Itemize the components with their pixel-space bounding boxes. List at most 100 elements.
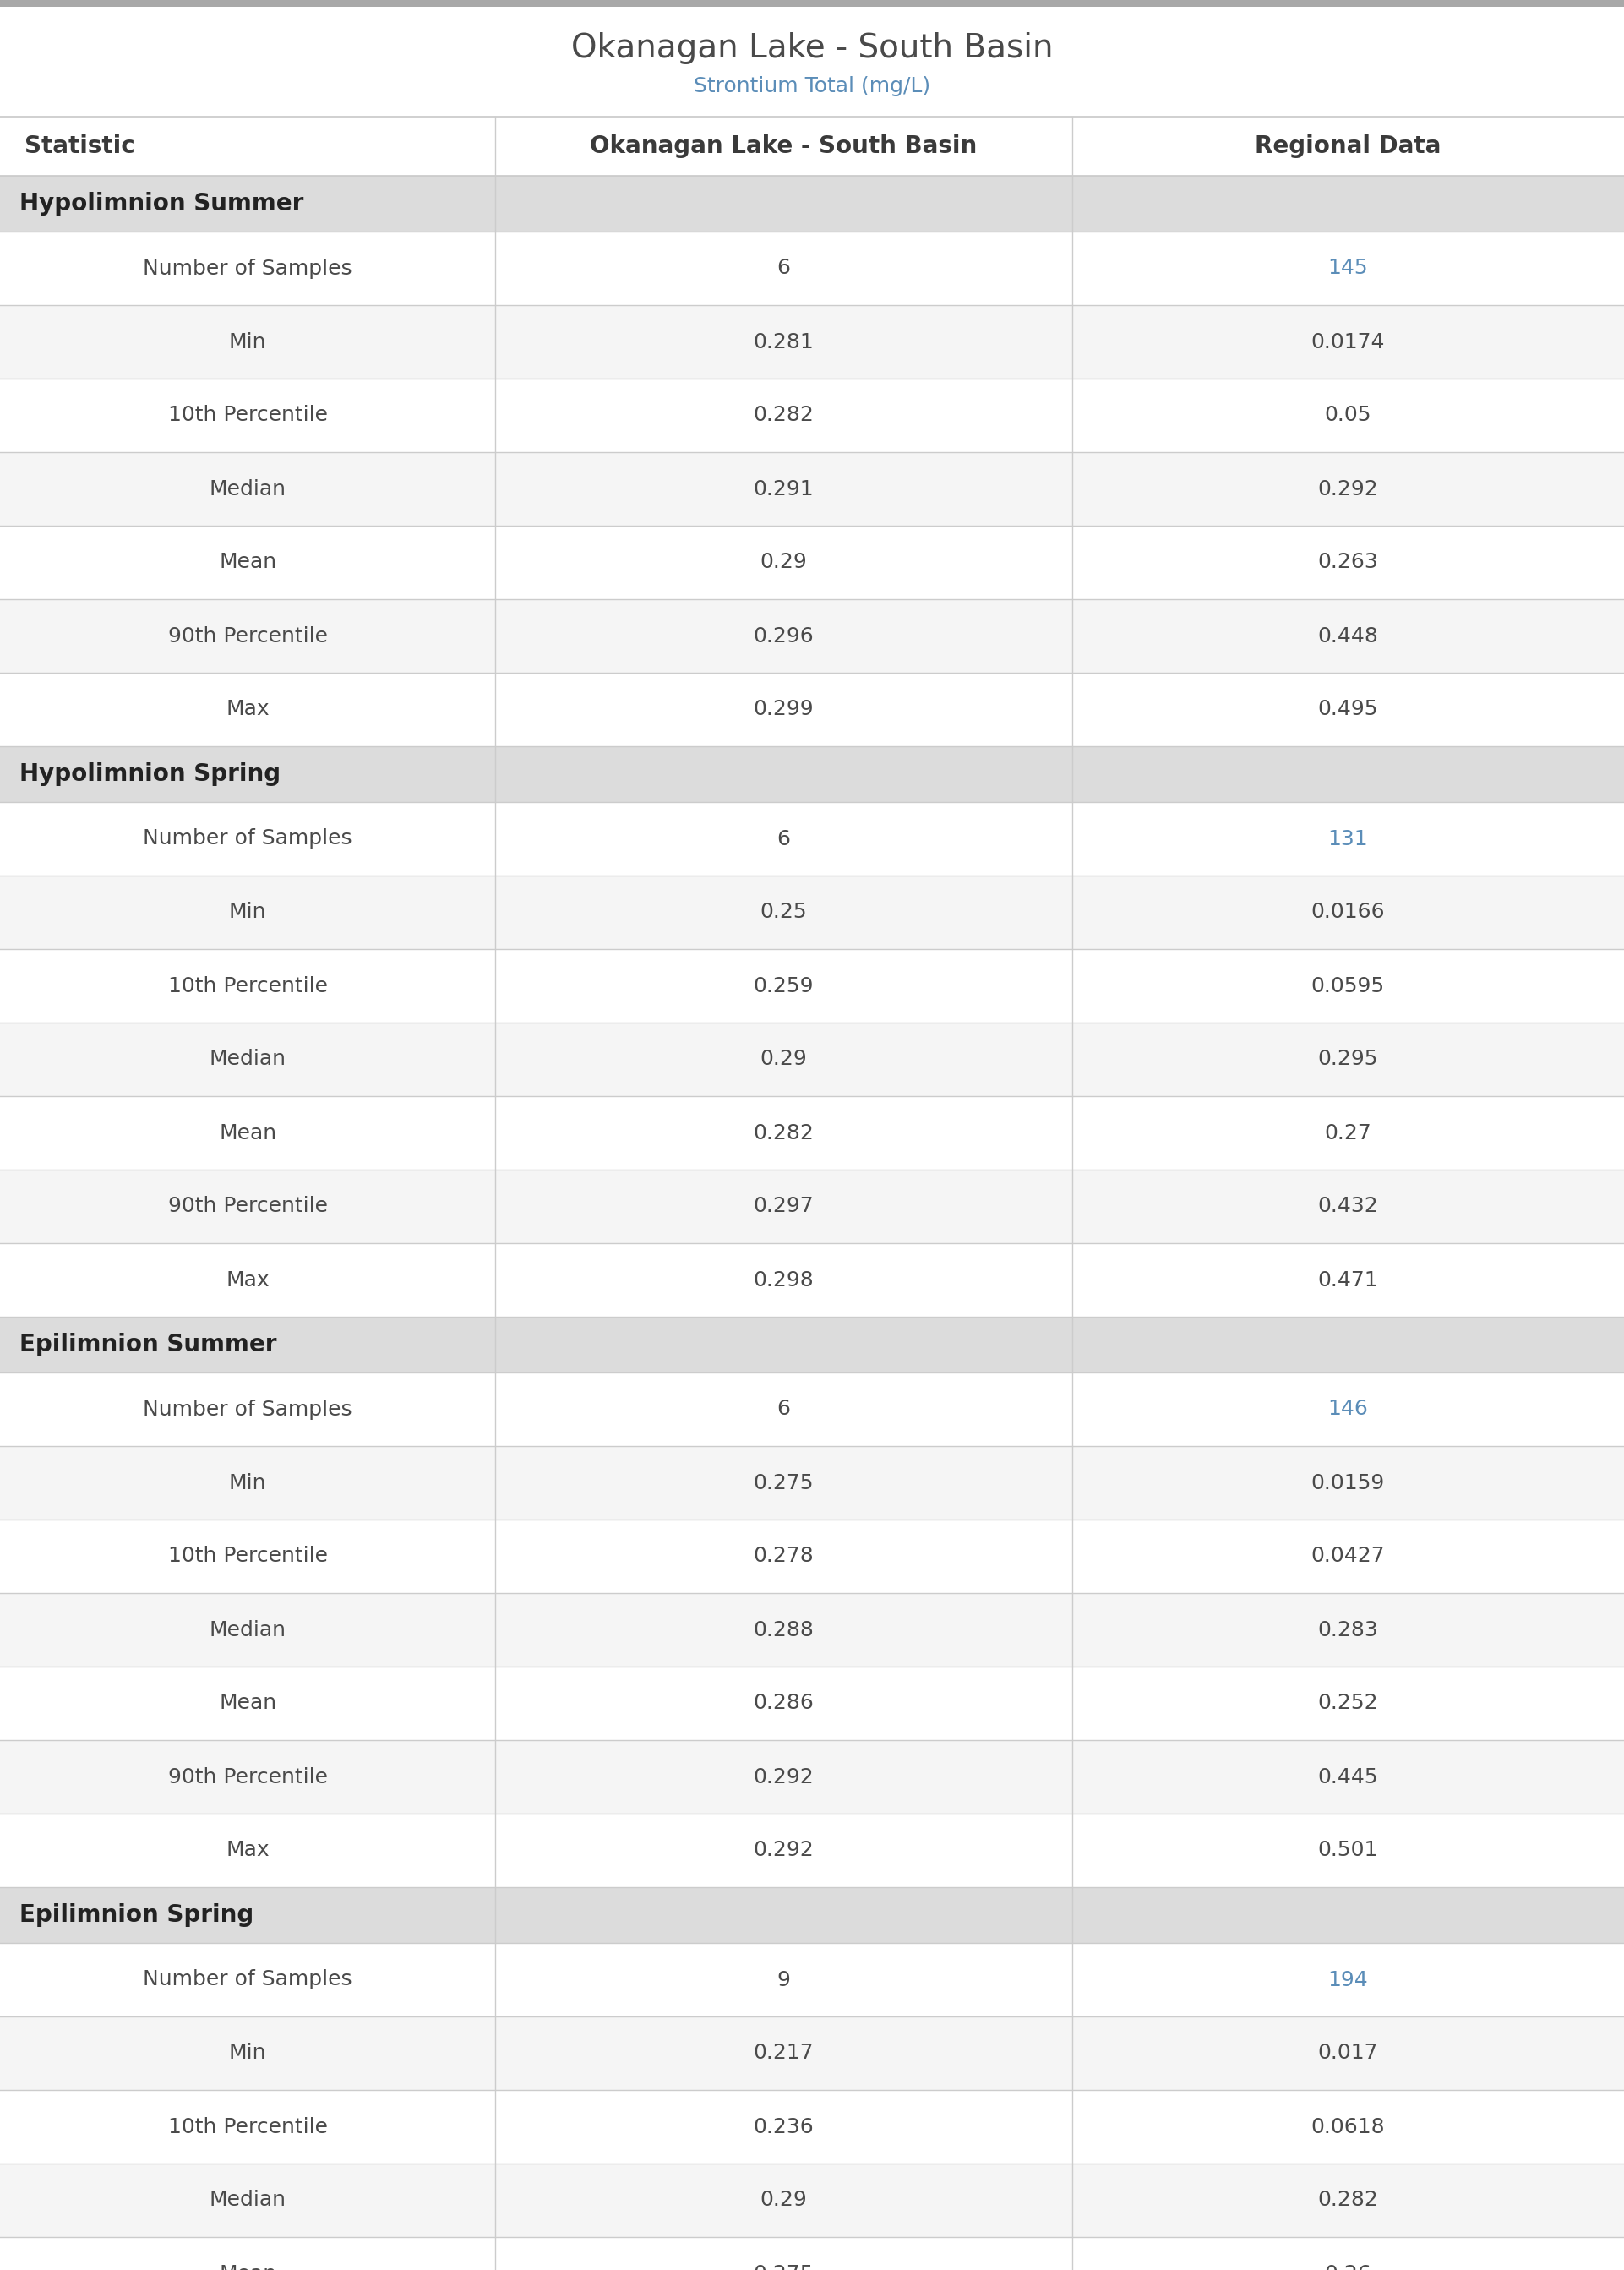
Text: 0.0159: 0.0159: [1311, 1473, 1385, 1494]
Text: 0.295: 0.295: [1317, 1049, 1379, 1069]
Bar: [0, 672, 1624, 747]
Bar: [0, 2236, 1624, 2270]
Text: Epilimnion Spring: Epilimnion Spring: [19, 1902, 253, 1927]
Text: Number of Samples: Number of Samples: [143, 1398, 352, 1419]
Text: 0.286: 0.286: [754, 1693, 814, 1714]
Text: 0.299: 0.299: [754, 699, 814, 720]
Text: 0.017: 0.017: [1317, 2043, 1379, 2063]
Text: 0.501: 0.501: [1317, 1841, 1379, 1861]
Bar: [0, 452, 1624, 527]
Text: 0.26: 0.26: [1324, 2263, 1372, 2270]
Text: 0.292: 0.292: [754, 1841, 814, 1861]
Bar: [0, 2091, 1624, 2163]
Text: 0.282: 0.282: [754, 1124, 814, 1144]
Text: 0.275: 0.275: [754, 2263, 814, 2270]
Text: 10th Percentile: 10th Percentile: [167, 406, 328, 424]
Text: 0.29: 0.29: [760, 1049, 807, 1069]
Text: Number of Samples: Number of Samples: [143, 1970, 352, 1991]
Text: 0.291: 0.291: [754, 479, 814, 499]
Text: Max: Max: [226, 1841, 270, 1861]
Text: Epilimnion Summer: Epilimnion Summer: [19, 1332, 278, 1357]
Text: Mean: Mean: [219, 552, 276, 572]
Bar: [0, 876, 1624, 949]
Bar: [0, 2163, 1624, 2236]
Bar: [0, 1594, 1624, 1666]
Text: 0.0174: 0.0174: [1311, 331, 1385, 352]
Text: 145: 145: [1328, 259, 1367, 279]
Text: 0.217: 0.217: [754, 2043, 814, 2063]
Text: Max: Max: [226, 699, 270, 720]
Bar: [0, 7, 1624, 116]
Bar: [0, 116, 1624, 175]
Text: 0.471: 0.471: [1317, 1269, 1379, 1289]
Text: 0.445: 0.445: [1317, 1766, 1379, 1786]
Text: 0.448: 0.448: [1317, 627, 1379, 647]
Text: 9: 9: [776, 1970, 791, 1991]
Text: Min: Min: [229, 2043, 266, 2063]
Text: Median: Median: [209, 1049, 286, 1069]
Bar: [0, 1317, 1624, 1373]
Text: Median: Median: [209, 2191, 286, 2211]
Bar: [0, 1943, 1624, 2016]
Text: Median: Median: [209, 479, 286, 499]
Text: 90th Percentile: 90th Percentile: [167, 1196, 328, 1217]
Text: 0.29: 0.29: [760, 552, 807, 572]
Text: Number of Samples: Number of Samples: [143, 259, 352, 279]
Text: 0.297: 0.297: [754, 1196, 814, 1217]
Text: Mean: Mean: [219, 1693, 276, 1714]
Bar: [0, 801, 1624, 876]
Bar: [0, 1096, 1624, 1169]
Text: 0.281: 0.281: [754, 331, 814, 352]
Bar: [0, 379, 1624, 452]
Text: 194: 194: [1328, 1970, 1367, 1991]
Text: 0.292: 0.292: [754, 1766, 814, 1786]
Text: Max: Max: [226, 1269, 270, 1289]
Text: 10th Percentile: 10th Percentile: [167, 1546, 328, 1566]
Text: 6: 6: [776, 829, 791, 849]
Text: 0.263: 0.263: [1317, 552, 1379, 572]
Text: Hypolimnion Summer: Hypolimnion Summer: [19, 193, 304, 216]
Text: 0.495: 0.495: [1317, 699, 1379, 720]
Text: 0.0595: 0.0595: [1311, 976, 1385, 997]
Text: 0.0166: 0.0166: [1311, 901, 1385, 922]
Text: Min: Min: [229, 901, 266, 922]
Text: 10th Percentile: 10th Percentile: [167, 2116, 328, 2136]
Bar: [0, 1446, 1624, 1519]
Text: 0.278: 0.278: [754, 1546, 814, 1566]
Text: Min: Min: [229, 1473, 266, 1494]
Text: Okanagan Lake - South Basin: Okanagan Lake - South Basin: [572, 32, 1052, 64]
Text: Statistic: Statistic: [24, 134, 135, 159]
Bar: [0, 599, 1624, 672]
Text: 90th Percentile: 90th Percentile: [167, 1766, 328, 1786]
Text: Median: Median: [209, 1621, 286, 1639]
Text: 0.0618: 0.0618: [1311, 2116, 1385, 2136]
Text: 0.25: 0.25: [760, 901, 807, 922]
Text: Regional Data: Regional Data: [1255, 134, 1440, 159]
Bar: [0, 1244, 1624, 1317]
Text: Number of Samples: Number of Samples: [143, 829, 352, 849]
Text: Mean: Mean: [219, 1124, 276, 1144]
Bar: [0, 1169, 1624, 1244]
Text: 0.29: 0.29: [760, 2191, 807, 2211]
Bar: [0, 527, 1624, 599]
Text: 0.27: 0.27: [1324, 1124, 1372, 1144]
Bar: [0, 2016, 1624, 2091]
Bar: [0, 1022, 1624, 1096]
Bar: [0, 1886, 1624, 1943]
Bar: [0, 232, 1624, 304]
Bar: [0, 1519, 1624, 1594]
Text: Strontium Total (mg/L): Strontium Total (mg/L): [693, 75, 931, 95]
Text: 0.0427: 0.0427: [1311, 1546, 1385, 1566]
Text: 0.252: 0.252: [1317, 1693, 1379, 1714]
Text: 0.275: 0.275: [754, 1473, 814, 1494]
Text: Hypolimnion Spring: Hypolimnion Spring: [19, 763, 281, 785]
Text: 0.296: 0.296: [754, 627, 814, 647]
Text: 146: 146: [1328, 1398, 1367, 1419]
Bar: [0, 747, 1624, 801]
Text: 0.05: 0.05: [1325, 406, 1371, 424]
Text: 0.298: 0.298: [754, 1269, 814, 1289]
Text: 0.282: 0.282: [754, 406, 814, 424]
Bar: [0, 1373, 1624, 1446]
Text: 6: 6: [776, 1398, 791, 1419]
Text: 10th Percentile: 10th Percentile: [167, 976, 328, 997]
